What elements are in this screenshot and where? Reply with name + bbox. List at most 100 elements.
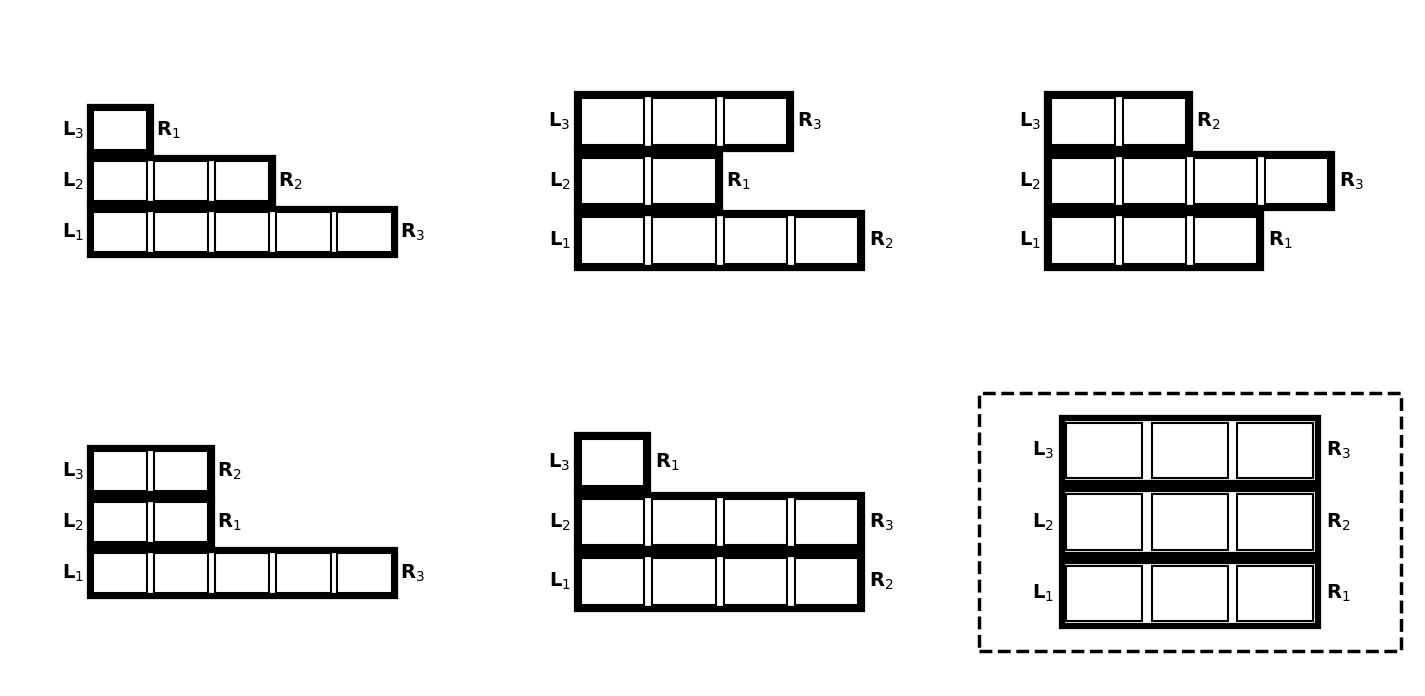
Bar	[1151, 566, 1228, 622]
Text: $\mathbf{L}_{3}$: $\mathbf{L}_{3}$	[1032, 440, 1054, 461]
Bar	[338, 212, 392, 252]
Text: $\mathbf{R}_{2}$: $\mathbf{R}_{2}$	[869, 230, 893, 251]
Bar	[581, 439, 644, 486]
Text: $\mathbf{L}_{1}$: $\mathbf{L}_{1}$	[1032, 583, 1054, 604]
Bar	[1047, 154, 1332, 208]
Bar	[577, 94, 791, 148]
Bar	[1066, 566, 1143, 622]
Bar	[1237, 566, 1314, 622]
Bar	[90, 106, 151, 153]
Bar	[90, 157, 272, 205]
Text: $\mathbf{L}_{2}$: $\mathbf{L}_{2}$	[549, 512, 570, 532]
Bar	[90, 498, 212, 546]
Bar	[577, 154, 720, 208]
Bar	[93, 212, 147, 252]
Text: $\mathbf{R}_{3}$: $\mathbf{R}_{3}$	[400, 221, 425, 243]
Text: $\mathbf{R}_{1}$: $\mathbf{R}_{1}$	[727, 171, 751, 191]
Bar	[1123, 98, 1186, 145]
Bar	[577, 435, 648, 489]
Bar	[1047, 214, 1261, 268]
Bar	[724, 558, 787, 605]
Text: $\mathbf{R}_{3}$: $\mathbf{R}_{3}$	[1325, 440, 1351, 461]
Bar	[154, 502, 208, 542]
Text: $\mathbf{R}_{1}$: $\mathbf{R}_{1}$	[1268, 230, 1292, 251]
Bar	[653, 498, 715, 546]
Text: $\mathbf{L}_{1}$: $\mathbf{L}_{1}$	[1019, 230, 1040, 251]
Bar	[93, 502, 147, 542]
Bar	[154, 451, 208, 491]
Bar	[93, 161, 147, 201]
Text: $\mathbf{L}_{2}$: $\mathbf{L}_{2}$	[63, 171, 84, 191]
Bar	[653, 558, 715, 605]
Bar	[1194, 217, 1257, 264]
Bar	[1123, 157, 1186, 205]
Text: $\mathbf{L}_{3}$: $\mathbf{L}_{3}$	[61, 119, 84, 141]
Bar	[1062, 561, 1318, 626]
Bar	[1151, 494, 1228, 550]
Text: $\mathbf{L}_{3}$: $\mathbf{L}_{3}$	[1019, 111, 1040, 132]
Bar	[1066, 494, 1143, 550]
Bar	[90, 550, 395, 596]
Bar	[795, 498, 858, 546]
Text: $\mathbf{R}_{3}$: $\mathbf{R}_{3}$	[798, 111, 822, 132]
Bar	[577, 495, 862, 549]
Bar	[215, 161, 269, 201]
Bar	[1066, 422, 1143, 478]
Bar	[724, 217, 787, 264]
Bar	[653, 157, 715, 205]
Bar	[581, 217, 644, 264]
Bar	[1265, 157, 1328, 205]
Bar	[1047, 94, 1190, 148]
Bar	[581, 558, 644, 605]
Bar	[215, 212, 269, 252]
Bar	[90, 448, 212, 494]
Bar	[276, 553, 331, 593]
Text: $\mathbf{R}_{3}$: $\mathbf{R}_{3}$	[869, 512, 893, 532]
Text: $\mathbf{L}_{1}$: $\mathbf{L}_{1}$	[63, 562, 84, 584]
Bar	[1237, 494, 1314, 550]
Text: $\mathbf{R}_{1}$: $\mathbf{R}_{1}$	[217, 512, 242, 532]
Text: $\mathbf{L}_{3}$: $\mathbf{L}_{3}$	[549, 111, 570, 132]
Bar	[338, 553, 392, 593]
Text: $\mathbf{R}_{2}$: $\mathbf{R}_{2}$	[869, 571, 893, 592]
Text: $\mathbf{R}_{3}$: $\mathbf{R}_{3}$	[400, 562, 425, 584]
Bar	[1052, 98, 1114, 145]
Text: $\mathbf{L}_{1}$: $\mathbf{L}_{1}$	[63, 221, 84, 243]
Text: $\mathbf{L}_{2}$: $\mathbf{L}_{2}$	[549, 171, 570, 191]
Text: $\mathbf{R}_{2}$: $\mathbf{R}_{2}$	[278, 171, 302, 191]
Bar	[795, 558, 858, 605]
Bar	[1237, 422, 1314, 478]
Bar	[1194, 157, 1257, 205]
Bar	[1123, 217, 1186, 264]
Bar	[724, 498, 787, 546]
Text: $\mathbf{L}_{1}$: $\mathbf{L}_{1}$	[549, 230, 570, 251]
Bar	[1052, 217, 1114, 264]
Text: $\mathbf{L}_{3}$: $\mathbf{L}_{3}$	[61, 460, 84, 482]
Bar	[1062, 489, 1318, 555]
Text: $\mathbf{R}_{2}$: $\mathbf{R}_{2}$	[217, 460, 242, 482]
Bar	[93, 110, 147, 150]
Bar	[724, 98, 787, 145]
Text: $\mathbf{R}_{1}$: $\mathbf{R}_{1}$	[1325, 583, 1351, 604]
Bar	[1052, 157, 1114, 205]
Text: $\mathbf{L}_{2}$: $\mathbf{L}_{2}$	[63, 512, 84, 532]
Bar	[154, 553, 208, 593]
Text: $\mathbf{L}_{2}$: $\mathbf{L}_{2}$	[1019, 171, 1040, 191]
Text: $\mathbf{L}_{1}$: $\mathbf{L}_{1}$	[549, 571, 570, 592]
Bar	[581, 98, 644, 145]
Text: $\mathbf{R}_{2}$: $\mathbf{R}_{2}$	[1197, 111, 1221, 132]
Bar	[154, 161, 208, 201]
Text: $\mathbf{R}_{2}$: $\mathbf{R}_{2}$	[1325, 512, 1351, 532]
Bar	[215, 553, 269, 593]
Bar	[581, 157, 644, 205]
Bar	[581, 498, 644, 546]
Bar	[93, 553, 147, 593]
Text: $\mathbf{R}_{3}$: $\mathbf{R}_{3}$	[1340, 171, 1364, 191]
Bar	[93, 451, 147, 491]
Bar	[276, 212, 331, 252]
Bar	[653, 98, 715, 145]
Bar	[90, 209, 395, 255]
Text: $\mathbf{R}_{1}$: $\mathbf{R}_{1}$	[656, 452, 680, 473]
Text: $\mathbf{L}_{3}$: $\mathbf{L}_{3}$	[549, 452, 570, 473]
Bar	[577, 214, 862, 268]
